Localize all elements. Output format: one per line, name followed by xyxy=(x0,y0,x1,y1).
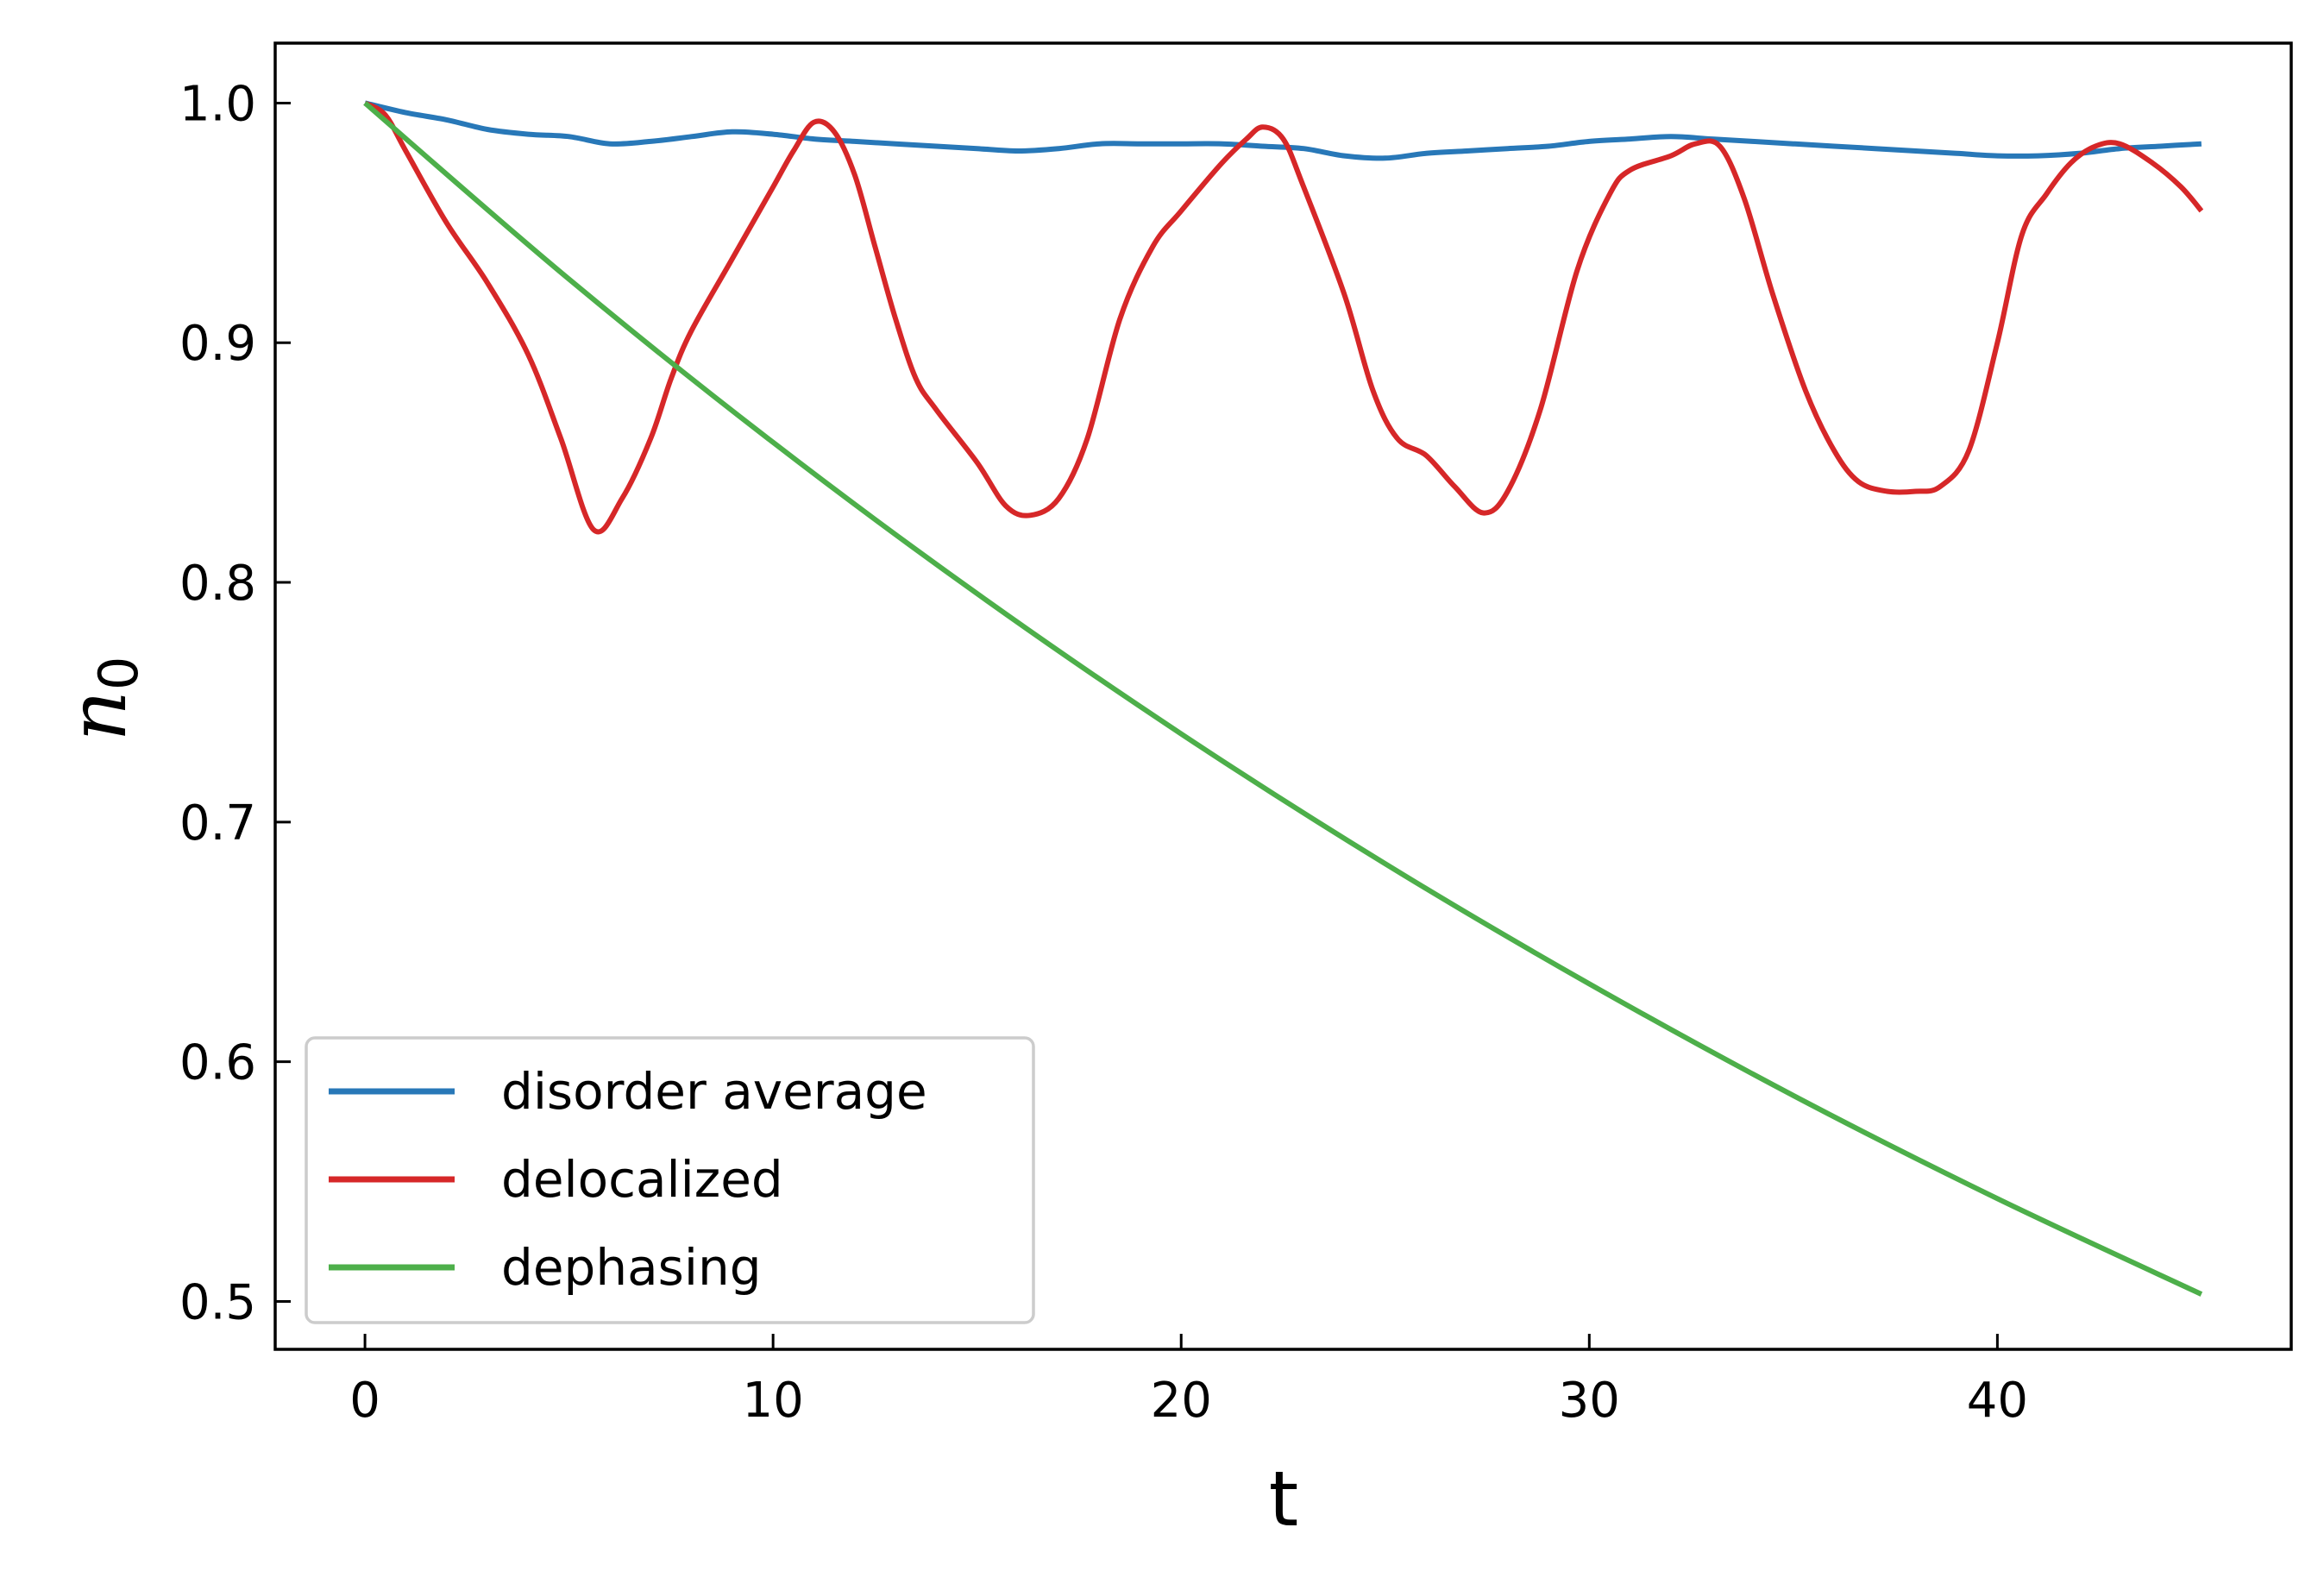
plot-frame xyxy=(273,41,2293,1351)
legend-box xyxy=(305,1036,1035,1324)
plot-layer xyxy=(363,100,2204,1297)
series-line-dephasing xyxy=(363,101,2203,1297)
x-tick-label: 40 xyxy=(1967,1373,2028,1429)
x-tick-label: 10 xyxy=(743,1373,804,1429)
y-tick-label: 1.0 xyxy=(179,76,256,132)
series-line-disorder-average xyxy=(364,100,2202,161)
legend-label: dephasing xyxy=(501,1238,762,1297)
y-tick-label: 0.5 xyxy=(179,1274,256,1330)
x-tick-label: 0 xyxy=(349,1373,380,1429)
x-axis-label: t xyxy=(1269,1455,1299,1543)
x-tick-label: 30 xyxy=(1559,1373,1620,1429)
legend-label: delocalized xyxy=(501,1150,783,1209)
x-tick-label: 20 xyxy=(1151,1373,1212,1429)
y-axis-label-subscript: 0 xyxy=(87,657,150,690)
y-axis-label: n0 xyxy=(52,657,150,742)
y-axis-label-main: n xyxy=(52,690,144,741)
y-tick-label: 0.8 xyxy=(179,556,256,612)
series-line-delocalized xyxy=(363,100,2204,535)
series-group xyxy=(363,100,2204,1297)
axes-layer: 0 10 20 30 40 0.5 0.6 0.7 0.8 0.9 1.0 xyxy=(179,41,2293,1429)
axis-labels: t n0 xyxy=(52,657,1298,1543)
y-tick-label: 0.9 xyxy=(179,316,256,372)
y-tick-label: 0.7 xyxy=(179,795,256,852)
legend-label: disorder average xyxy=(501,1062,927,1121)
legend: disorder average delocalized dephasing xyxy=(305,1036,1035,1324)
y-tick-label: 0.6 xyxy=(179,1035,256,1091)
